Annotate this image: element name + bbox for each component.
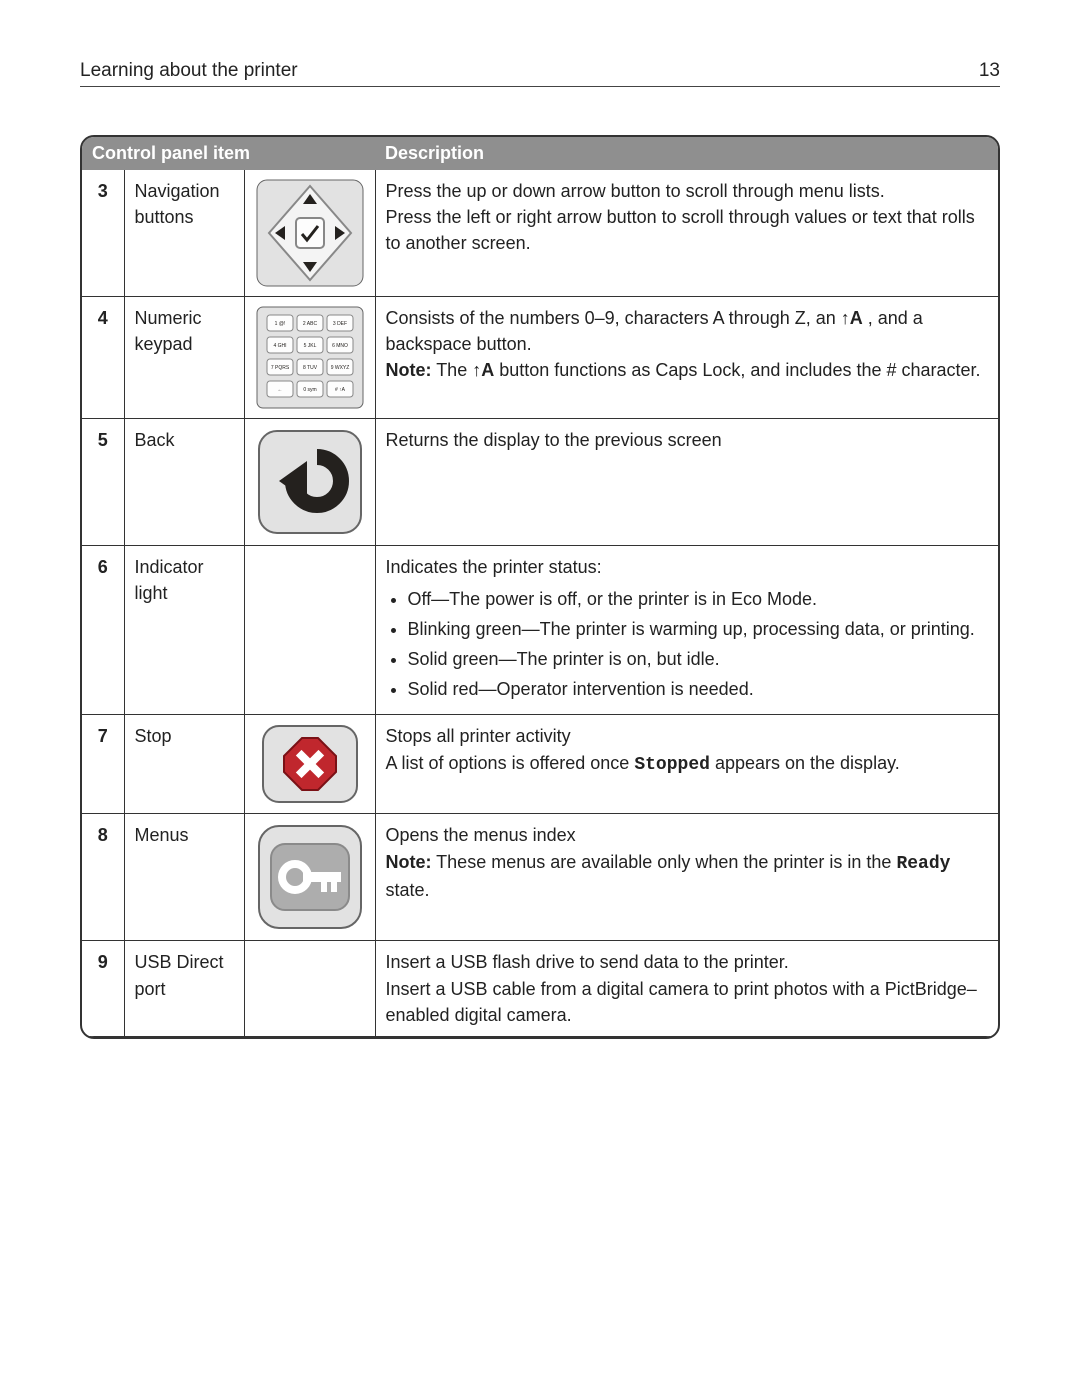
- svg-text:3 DEF: 3 DEF: [332, 321, 346, 327]
- row-name: Menus: [124, 814, 244, 941]
- desc-text: These menus are available only when the …: [432, 852, 897, 872]
- row-number: 3: [82, 170, 124, 297]
- shift-a-icon: ↑A: [841, 308, 863, 328]
- row-description: Insert a USB flash drive to send data to…: [375, 941, 998, 1036]
- svg-text:4 GHI: 4 GHI: [273, 343, 286, 349]
- row-name: Indicator light: [124, 546, 244, 715]
- row-name: Back: [124, 419, 244, 546]
- row-name: USB Direct port: [124, 941, 244, 1036]
- row-number: 8: [82, 814, 124, 941]
- row-description: Consists of the numbers 0–9, characters …: [375, 297, 998, 419]
- desc-line: Opens the menus index: [386, 822, 989, 848]
- row-name: Numeric keypad: [124, 297, 244, 419]
- table-row: 3 Navigation buttons Press the up or dow…: [82, 170, 998, 297]
- code-text: Stopped: [634, 755, 710, 775]
- desc-text: The: [436, 360, 472, 380]
- row-number: 5: [82, 419, 124, 546]
- desc-line: Insert a USB cable from a digital camera…: [386, 976, 989, 1028]
- desc-line: Stops all printer activity: [386, 723, 989, 749]
- list-item: Off—The power is off, or the printer is …: [408, 586, 989, 612]
- desc-text: appears on the display.: [710, 753, 900, 773]
- row-name: Stop: [124, 715, 244, 814]
- list-item: Solid red—Operator intervention is neede…: [408, 676, 989, 702]
- row-number: 6: [82, 546, 124, 715]
- row-description: Opens the menus index Note: These menus …: [375, 814, 998, 941]
- desc-line: Returns the display to the previous scre…: [386, 427, 989, 453]
- desc-line: Press the left or right arrow button to …: [386, 204, 989, 256]
- row-description: Stops all printer activity A list of opt…: [375, 715, 998, 814]
- row-description: Returns the display to the previous scre…: [375, 419, 998, 546]
- table-row: 5 Back Returns the display to the previo…: [82, 419, 998, 546]
- svg-text:0 sym: 0 sym: [303, 387, 316, 393]
- svg-text:6 MNO: 6 MNO: [332, 343, 348, 349]
- svg-text:←: ←: [277, 387, 282, 393]
- code-text: Ready: [896, 854, 950, 874]
- status-list: Off—The power is off, or the printer is …: [386, 586, 989, 702]
- svg-text:1 @!: 1 @!: [274, 321, 285, 327]
- svg-text:# ↑A: # ↑A: [334, 387, 345, 393]
- table-row: 6 Indicator light Indicates the printer …: [82, 546, 998, 715]
- list-item: Solid green—The printer is on, but idle.: [408, 646, 989, 672]
- row-description: Press the up or down arrow button to scr…: [375, 170, 998, 297]
- page-header: Learning about the printer 13: [80, 60, 1000, 87]
- note-label: Note:: [386, 852, 432, 872]
- desc-text: A list of options is offered once: [386, 753, 635, 773]
- col-header-item: Control panel item: [82, 137, 375, 170]
- svg-text:8 TUV: 8 TUV: [302, 365, 317, 371]
- list-item: Blinking green—The printer is warming up…: [408, 616, 989, 642]
- row-description: Indicates the printer status: Off—The po…: [375, 546, 998, 715]
- stop-button-icon: [260, 723, 360, 805]
- svg-text:5 JKL: 5 JKL: [303, 343, 316, 349]
- control-panel-table: Control panel item Description 3 Navigat…: [80, 135, 1000, 1039]
- table-row: 4 Numeric keypad 1 @! 2 ABC 3 DEF: [82, 297, 998, 419]
- shift-a-icon: ↑A: [472, 360, 494, 380]
- row-name: Navigation buttons: [124, 170, 244, 297]
- row-number: 7: [82, 715, 124, 814]
- svg-text:7 PQRS: 7 PQRS: [270, 365, 289, 371]
- row-number: 4: [82, 297, 124, 419]
- navigation-buttons-icon: [255, 178, 365, 288]
- menus-button-icon: [255, 822, 365, 932]
- col-header-description: Description: [375, 137, 998, 170]
- svg-text:2 ABC: 2 ABC: [302, 321, 317, 327]
- header-title: Learning about the printer: [80, 60, 298, 82]
- table-row: 7 Stop Stops all printer activity A list…: [82, 715, 998, 814]
- svg-text:9 WXYZ: 9 WXYZ: [330, 365, 349, 371]
- table-row: 8 Menus Opens the menus index Note: Thes…: [82, 814, 998, 941]
- row-number: 9: [82, 941, 124, 1036]
- desc-lead: Indicates the printer status:: [386, 554, 989, 580]
- desc-text: state.: [386, 880, 430, 900]
- numeric-keypad-icon: 1 @! 2 ABC 3 DEF 4 GHI 5 JKL 6 MNO 7 PQRS 8 T…: [255, 305, 365, 410]
- desc-line: Insert a USB flash drive to send data to…: [386, 949, 989, 975]
- table-row: 9 USB Direct port Insert a USB flash dri…: [82, 941, 998, 1036]
- note-label: Note:: [386, 360, 432, 380]
- desc-text: Consists of the numbers 0–9, characters …: [386, 308, 841, 328]
- desc-text: button functions as Caps Lock, and inclu…: [499, 360, 980, 380]
- desc-line: Press the up or down arrow button to scr…: [386, 178, 989, 204]
- back-button-icon: [255, 427, 365, 537]
- header-page-number: 13: [979, 60, 1000, 82]
